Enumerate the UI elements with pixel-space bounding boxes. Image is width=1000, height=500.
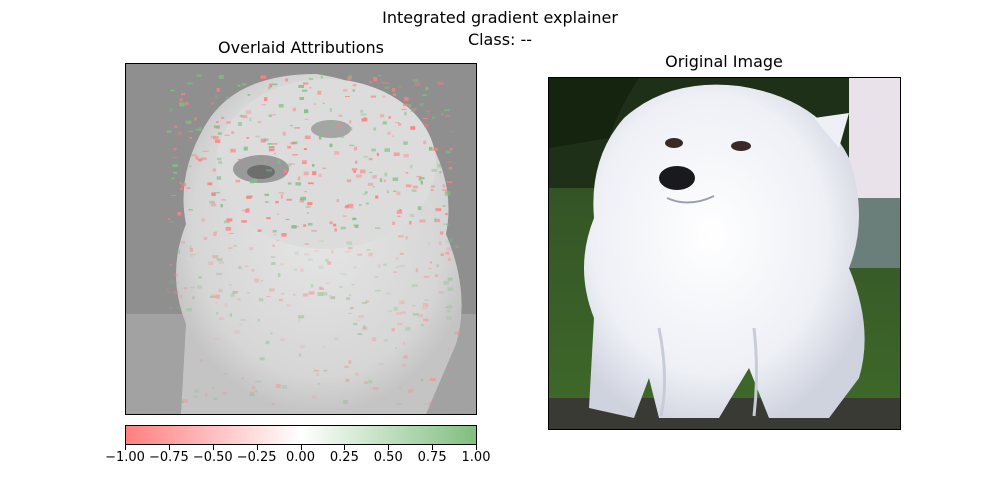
colorbar-tick [300,445,302,450]
attribution-colorbar [125,425,477,445]
colorbar-tick [168,445,170,450]
colorbar-tick-label: 0.25 [329,450,359,465]
original-image [548,77,901,430]
colorbar-tick [344,445,346,450]
colorbar-tick-label: −0.25 [236,450,277,465]
colorbar-tick-label: 0.50 [373,450,403,465]
colorbar-tick-label: 1.00 [461,450,491,465]
colorbar-tick-label: 0.00 [286,450,315,465]
figure-title-line2: Class: -- [467,30,533,49]
colorbar-tick-label: 0.75 [417,450,447,465]
colorbar-tick [125,445,126,450]
colorbar-tick-label: −0.50 [192,450,233,465]
colorbar-tick [256,445,258,450]
original-image-title: Original Image [665,52,783,71]
colorbar-tick [476,445,477,450]
colorbar-tick [212,445,214,450]
attribution-speckles [166,74,461,406]
colorbar-tick [432,445,434,450]
figure-title-line1: Integrated gradient explainer [382,8,618,27]
colorbar-tick-label: −0.75 [148,450,189,465]
overlaid-attributions-title: Overlaid Attributions [218,38,384,57]
colorbar-tick-label: −1.00 [105,450,145,465]
colorbar-tick [388,445,390,450]
overlaid-attributions-image [125,63,477,415]
